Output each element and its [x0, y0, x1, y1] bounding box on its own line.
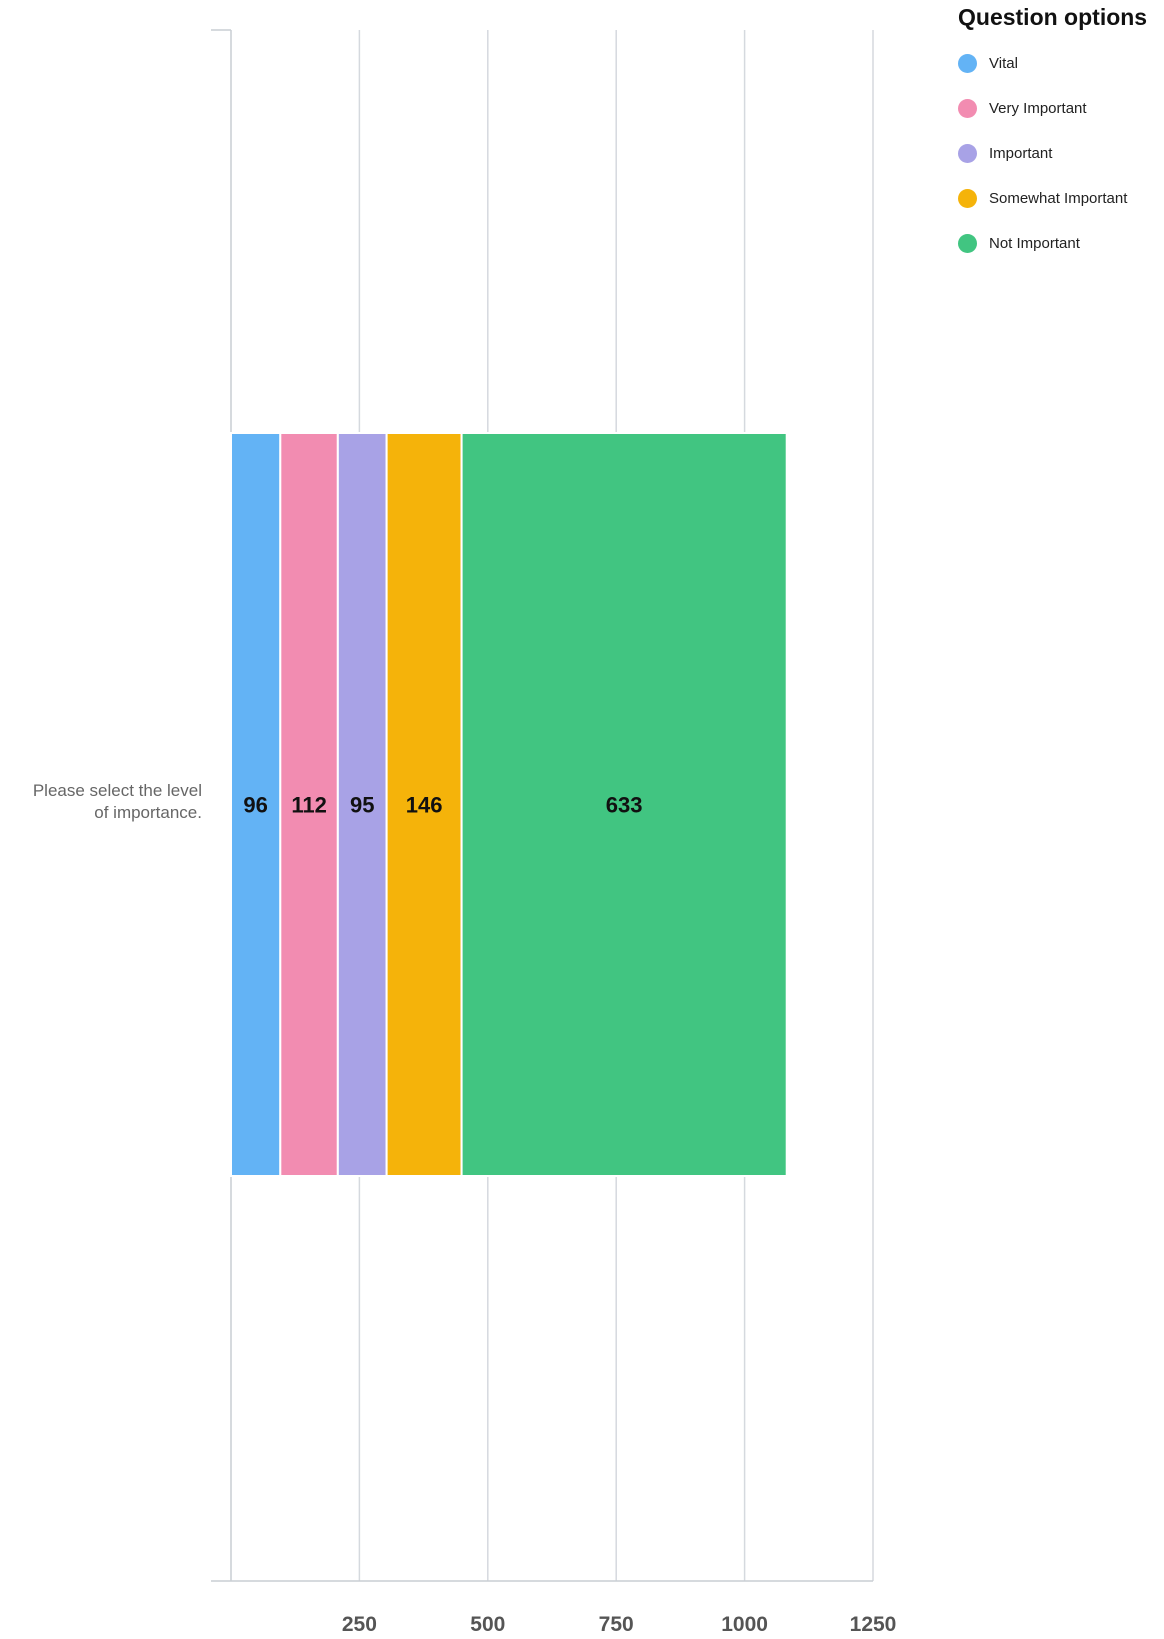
legend-dot-icon: [958, 189, 977, 208]
legend-item-vital[interactable]: Vital: [958, 41, 1158, 86]
legend-item-somewhat-important[interactable]: Somewhat Important: [958, 176, 1158, 221]
legend-item-not-important[interactable]: Not Important: [958, 221, 1158, 266]
category-label-line-2: of importance.: [94, 803, 202, 822]
legend-dot-icon: [958, 99, 977, 118]
legend-item-very-important[interactable]: Very Important: [958, 86, 1158, 131]
bar-segments: [230, 432, 788, 1177]
legend-title: Question options: [958, 4, 1148, 30]
data-label-somewhat-important: 146: [406, 793, 443, 818]
x-tick-labels: 250 500 750 1000 1250: [342, 1613, 896, 1636]
data-label-important: 95: [350, 793, 374, 818]
legend-item-important[interactable]: Important: [958, 131, 1158, 176]
data-label-very-important: 112: [291, 793, 327, 818]
legend: Question options Vital Very Important Impo…: [958, 4, 1158, 266]
x-tick-label-250: 250: [342, 1613, 377, 1636]
x-tick-label-1000: 1000: [721, 1613, 768, 1636]
legend-label: Not Important: [989, 235, 1080, 252]
category-label: Please select the level of importance.: [33, 780, 202, 824]
data-label-not-important: 633: [606, 793, 643, 818]
legend-dot-icon: [958, 144, 977, 163]
legend-label: Vital: [989, 55, 1018, 72]
legend-dot-icon: [958, 234, 977, 253]
bar-segment-very-important: [279, 432, 339, 1177]
data-labels: 96 112 95 146 633: [243, 793, 642, 818]
x-tick-label-1250: 1250: [850, 1613, 897, 1636]
legend-dot-icon: [958, 54, 977, 73]
x-tick-label-500: 500: [470, 1613, 505, 1636]
category-label-line-1: Please select the level: [32, 781, 202, 800]
x-tick-label-750: 750: [599, 1613, 634, 1636]
bar-segment-vital: [230, 432, 282, 1177]
bar-segment-not-important: [460, 432, 788, 1177]
legend-label: Important: [989, 145, 1053, 162]
legend-items: Vital Very Important Important Somewhat Imp…: [958, 41, 1158, 266]
legend-label: Very Important: [989, 100, 1087, 117]
legend-label: Somewhat Important: [989, 190, 1128, 207]
data-label-vital: 96: [243, 793, 267, 818]
